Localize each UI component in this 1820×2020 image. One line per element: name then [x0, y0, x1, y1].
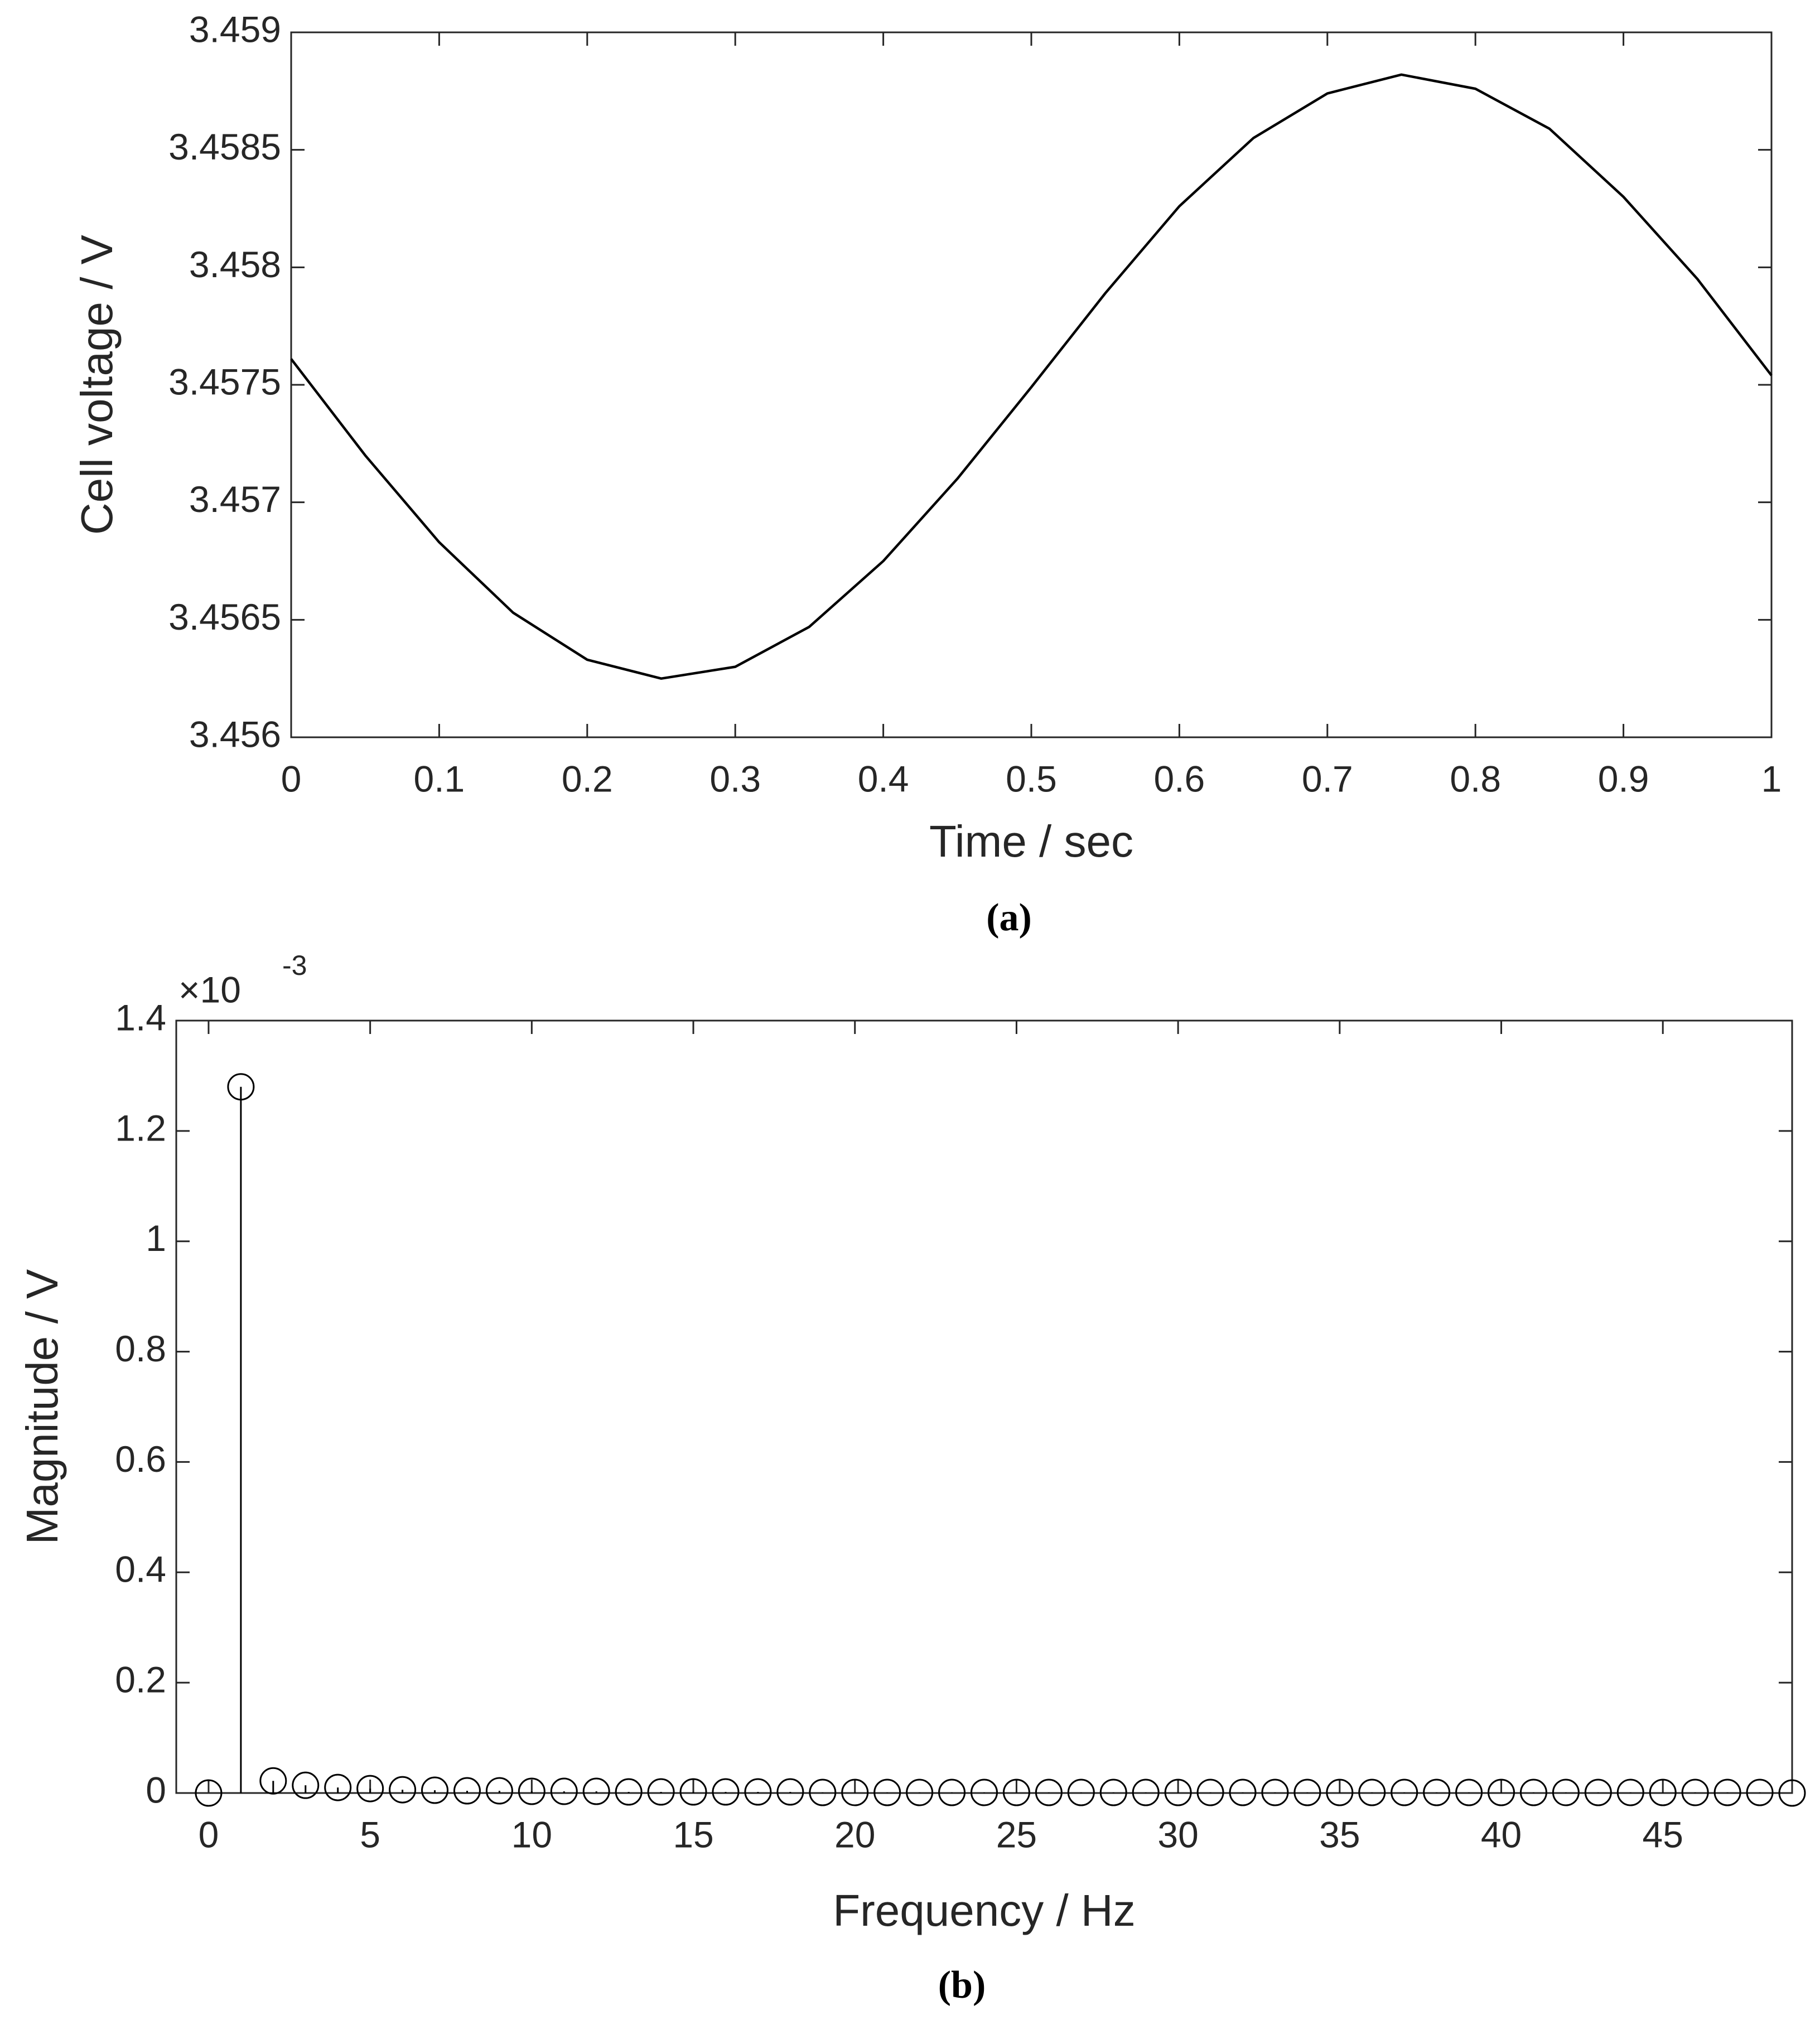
stem-marker: [906, 1779, 934, 1806]
y-tick-label: 1.2: [115, 1107, 166, 1148]
stem-marker: [971, 1779, 998, 1806]
stem-marker: [679, 1778, 707, 1806]
stem-marker: [841, 1779, 869, 1806]
stem-marker: [518, 1777, 545, 1805]
x-tick-label: 0.9: [1598, 758, 1649, 799]
caption: (a): [986, 896, 1032, 939]
stem-marker: [776, 1778, 804, 1806]
stem-marker: [1035, 1779, 1063, 1806]
stem-marker: [1067, 1779, 1095, 1806]
stem-marker: [195, 1779, 223, 1807]
x-tick-label: 25: [996, 1814, 1037, 1855]
y-tick-label: 0: [146, 1769, 166, 1810]
stem-marker: [1584, 1779, 1612, 1806]
y-tick-label: 3.459: [189, 8, 281, 50]
stem-marker: [1326, 1779, 1354, 1806]
y-tick-label: 3.457: [189, 479, 281, 520]
y-tick-label: 0.6: [115, 1438, 166, 1480]
plot-frame: [175, 1019, 1793, 1794]
stem-marker: [1519, 1779, 1547, 1806]
stem-marker: [259, 1767, 287, 1795]
x-axis-label: Frequency / Hz: [833, 1886, 1135, 1935]
y-multiplier: ×10: [178, 969, 241, 1010]
stem-marker: [873, 1779, 901, 1806]
stem-marker: [550, 1777, 578, 1805]
stem-marker: [1552, 1779, 1580, 1806]
stem-marker: [1261, 1779, 1289, 1806]
x-tick-label: 5: [360, 1814, 380, 1855]
x-tick-label: 40: [1481, 1814, 1522, 1855]
stem-marker: [485, 1777, 513, 1805]
stem-marker: [1746, 1779, 1774, 1806]
stem-marker: [1002, 1779, 1030, 1806]
y-tick-label: 0.4: [115, 1549, 166, 1590]
stem-marker: [938, 1779, 966, 1806]
y-tick-label: 3.4575: [168, 361, 281, 402]
stem-marker: [1358, 1779, 1386, 1806]
stem-marker: [647, 1778, 675, 1806]
stem-marker: [1196, 1779, 1224, 1806]
y-tick-label: 1: [146, 1217, 166, 1259]
stem-marker: [809, 1779, 837, 1806]
y-axis-label: Magnitude / V: [17, 1269, 67, 1544]
stem-marker: [292, 1771, 320, 1799]
stem-marker: [712, 1778, 740, 1806]
x-tick-label: 35: [1319, 1814, 1360, 1855]
stem-marker: [1132, 1779, 1160, 1806]
x-tick-label: 20: [834, 1814, 875, 1855]
stem-marker: [1713, 1779, 1741, 1806]
x-tick-label: 0.7: [1302, 758, 1353, 799]
x-tick-label: 0.1: [414, 758, 465, 799]
stem-marker: [1455, 1779, 1483, 1806]
x-tick-label: 10: [511, 1814, 552, 1855]
stem-marker: [389, 1776, 417, 1804]
x-tick-label: 45: [1643, 1814, 1683, 1855]
stem-marker: [421, 1776, 449, 1804]
stem-marker: [744, 1778, 772, 1806]
stem-marker: [1778, 1779, 1806, 1807]
caption: (b): [938, 1964, 986, 2007]
y-tick-label: 3.4585: [168, 126, 281, 167]
stem-marker: [227, 1073, 255, 1101]
stem-marker: [1164, 1779, 1192, 1806]
x-tick-label: 0.4: [858, 758, 909, 799]
y-tick-label: 3.4565: [168, 596, 281, 637]
y-tick-label: 0.8: [115, 1328, 166, 1369]
x-tick-label: 0.2: [562, 758, 613, 799]
stem-marker: [1229, 1779, 1257, 1806]
plot-frame: [290, 31, 1773, 738]
x-tick-label: 0.6: [1154, 758, 1205, 799]
y-multiplier-exponent: -3: [282, 950, 307, 981]
x-tick-label: 30: [1157, 1814, 1198, 1855]
stem-marker: [324, 1773, 352, 1801]
x-axis-label: Time / sec: [929, 816, 1133, 866]
x-tick-label: 1: [1761, 758, 1782, 799]
stem-marker: [1293, 1779, 1321, 1806]
y-tick-label: 0.2: [115, 1659, 166, 1700]
y-tick-label: 3.456: [189, 713, 281, 755]
line: [290, 73, 1773, 680]
x-tick-label: 0.8: [1450, 758, 1501, 799]
x-tick-label: 15: [673, 1814, 713, 1855]
stem-marker: [1391, 1779, 1418, 1806]
y-axis-label: Cell voltage / V: [72, 234, 122, 535]
stem-marker: [356, 1775, 384, 1802]
stem-marker: [1649, 1779, 1677, 1806]
y-tick-label: 1.4: [115, 997, 166, 1038]
y-tick-label: 3.458: [189, 244, 281, 285]
stem-marker: [615, 1778, 643, 1806]
x-tick-label: 0: [281, 758, 302, 799]
x-tick-label: 0.3: [709, 758, 761, 799]
stem-marker: [453, 1777, 481, 1805]
x-tick-label: 0: [199, 1814, 219, 1855]
stem-marker: [1099, 1779, 1127, 1806]
x-tick-label: 0.5: [1006, 758, 1057, 799]
stem-marker: [1488, 1779, 1515, 1806]
stem-marker: [1616, 1779, 1644, 1806]
stem-marker: [1681, 1779, 1709, 1806]
stem-marker: [1423, 1779, 1451, 1806]
stem-marker: [582, 1777, 610, 1805]
